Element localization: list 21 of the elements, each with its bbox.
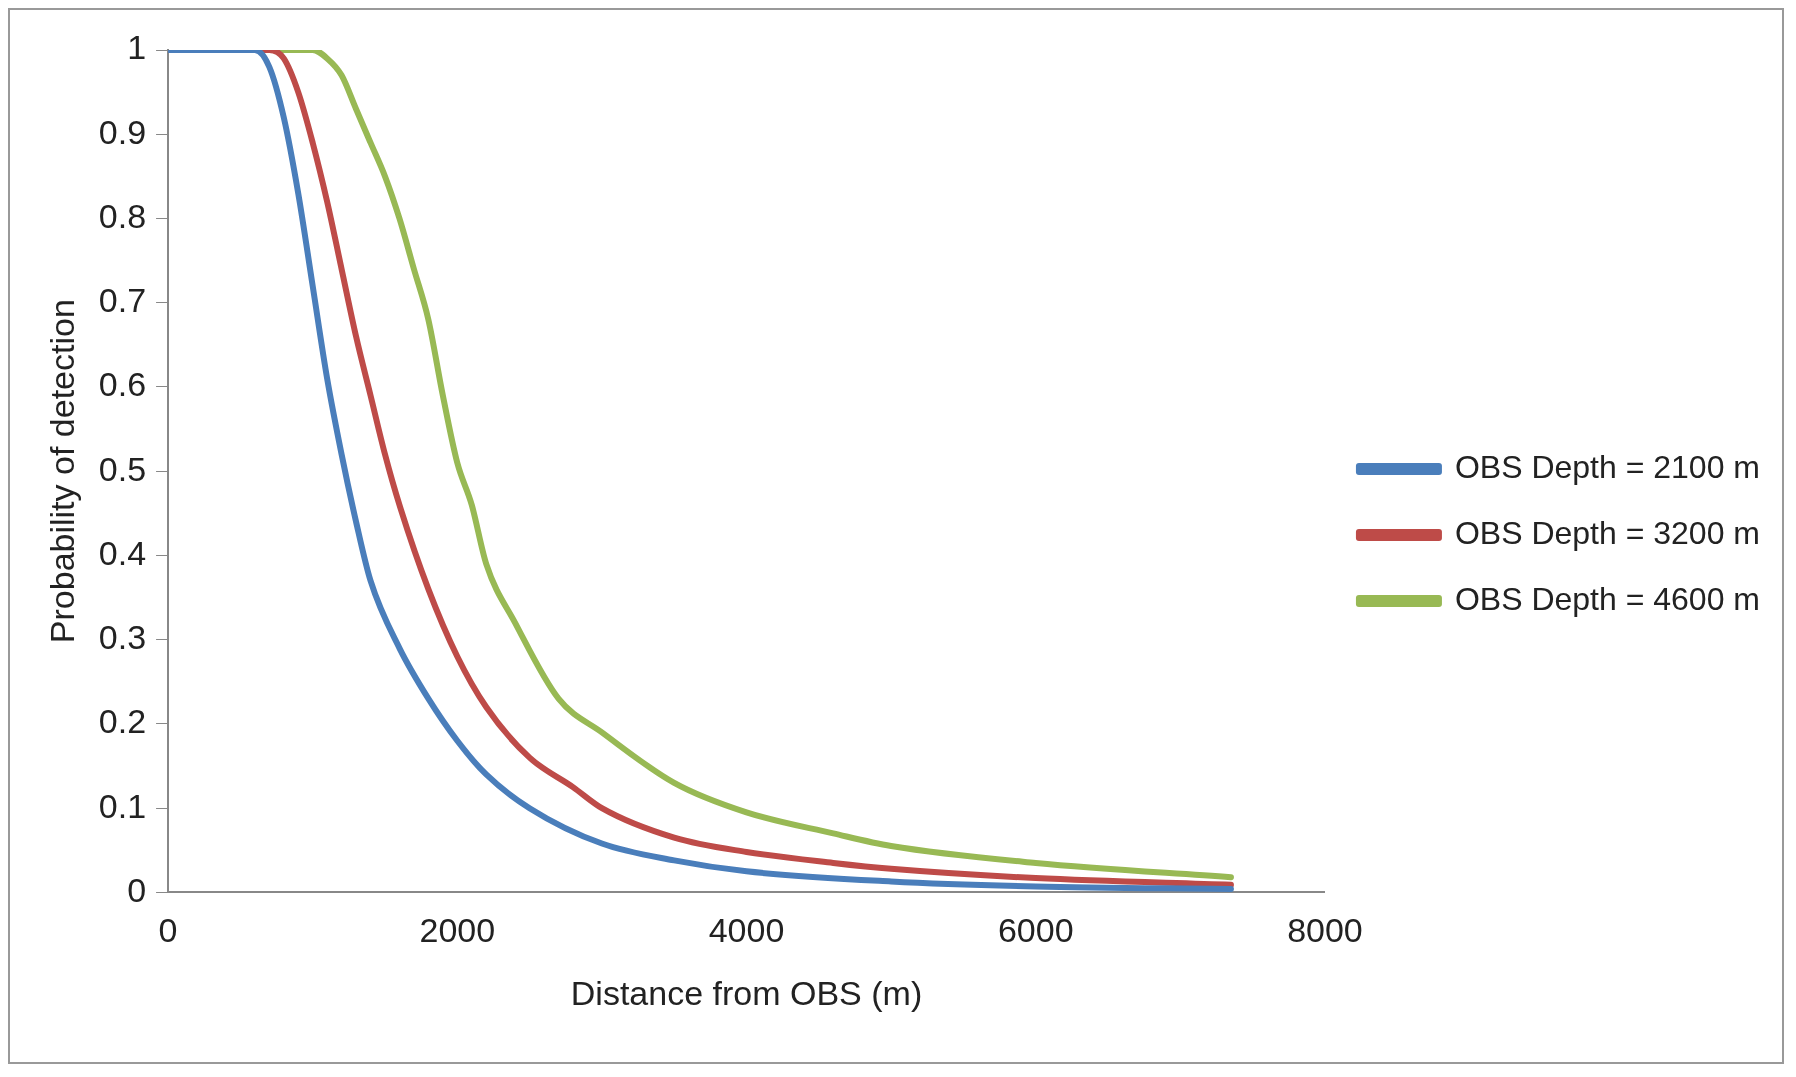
x-tick-label: 2000 xyxy=(419,911,496,950)
y-tick-label: 0.2 xyxy=(98,702,147,741)
legend-label: OBS Depth = 4600 m xyxy=(1454,580,1760,617)
y-tick-label: 1 xyxy=(127,28,147,67)
y-axis-title: Probability of detection xyxy=(42,299,81,644)
y-tick-label: 0.6 xyxy=(98,365,147,404)
x-tick-label: 4000 xyxy=(708,911,785,950)
y-tick-label: 0 xyxy=(127,870,147,909)
y-tick-label: 0.7 xyxy=(98,281,147,320)
x-tick-label: 8000 xyxy=(1287,911,1363,950)
y-tick-label: 0.5 xyxy=(98,449,147,488)
y-tick-label: 0.4 xyxy=(98,533,147,572)
legend-label: OBS Depth = 2100 m xyxy=(1454,448,1760,485)
y-tick-label: 0.1 xyxy=(98,786,147,825)
y-tick-label: 0.8 xyxy=(98,196,147,235)
y-tick-label: 0.3 xyxy=(98,618,147,657)
x-tick-label: 6000 xyxy=(997,911,1074,950)
x-axis-title: Distance from OBS (m) xyxy=(570,973,923,1012)
legend-label: OBS Depth = 3200 m xyxy=(1454,514,1760,551)
x-tick-label: 0 xyxy=(158,911,178,950)
y-tick-label: 0.9 xyxy=(98,112,147,151)
